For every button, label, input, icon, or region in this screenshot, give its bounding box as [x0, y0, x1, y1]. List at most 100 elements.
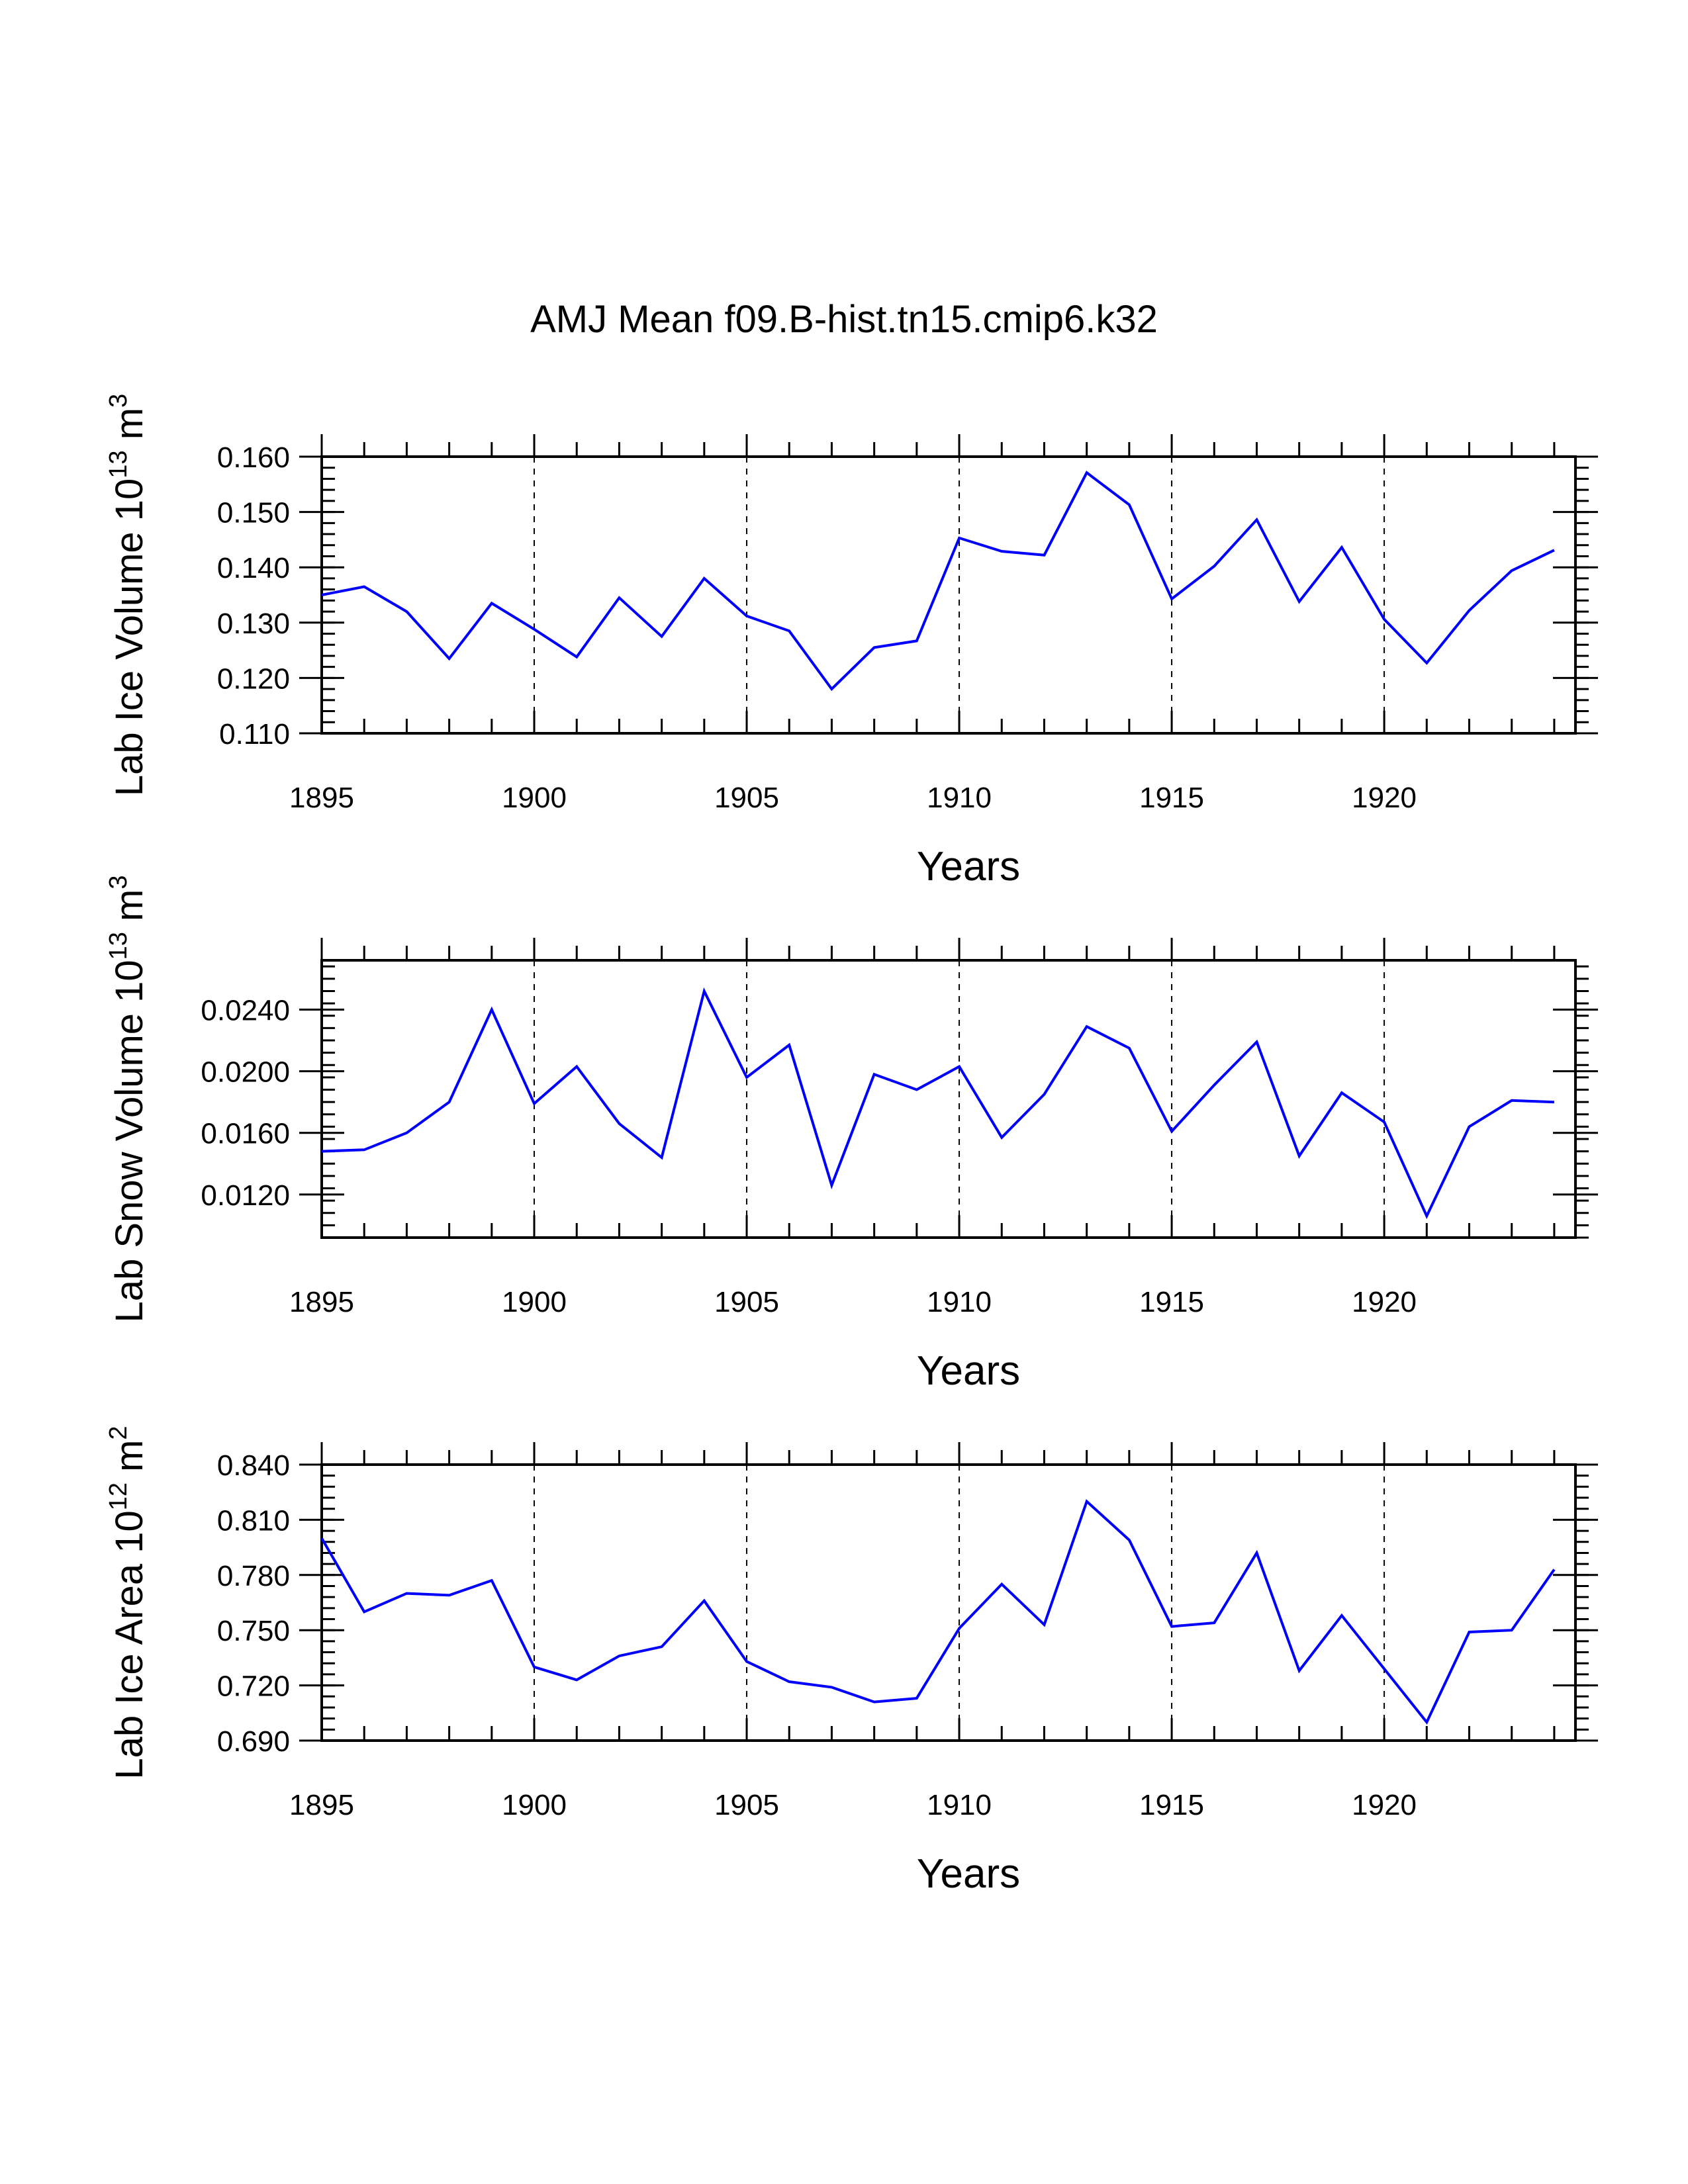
- data-point: [404, 610, 408, 614]
- data-point: [1425, 1720, 1429, 1724]
- y-axis-label: Lab Ice Volume 1013 m3: [105, 394, 151, 796]
- data-point: [320, 1536, 324, 1540]
- data-point: [617, 1122, 621, 1126]
- data-point: [915, 1696, 919, 1700]
- panel-2: 0.0120 0.0160 0.0200 0.0240 1895 1900 1905 1910…: [105, 875, 1598, 1394]
- data-point: [1254, 518, 1258, 522]
- y-tick-label: 0.690: [217, 1725, 290, 1758]
- data-point: [1297, 600, 1301, 604]
- data-point: [404, 1592, 408, 1596]
- data-point: [575, 655, 579, 659]
- y-axis-label-text: Lab Ice Area 10: [108, 1510, 151, 1779]
- x-tick-label: 1910: [927, 1789, 992, 1821]
- x-axis-label: Years: [917, 844, 1020, 889]
- y-axis-label-unit-exponent: 3: [105, 394, 132, 408]
- y-axis-label-text: Lab Ice Volume 10: [108, 478, 151, 796]
- data-point: [1170, 1625, 1174, 1629]
- y-tick-label: 0.110: [219, 718, 290, 751]
- x-tick-label: 1905: [714, 782, 779, 814]
- data-point: [1382, 617, 1386, 621]
- y-tick-label: 0.840: [217, 1449, 290, 1482]
- x-tick-label: 1895: [289, 1789, 354, 1821]
- y-axis-label: Lab Ice Area 1012 m2: [105, 1426, 151, 1779]
- data-point: [575, 1065, 579, 1069]
- data-point: [745, 614, 749, 618]
- data-point: [872, 1072, 876, 1076]
- x-tick-label: 1895: [289, 1286, 354, 1318]
- x-tick-label: 1915: [1139, 782, 1204, 814]
- data-point: [447, 1593, 451, 1597]
- data-point: [1467, 1124, 1471, 1128]
- y-axis-label-unit: m: [108, 1440, 151, 1482]
- data-point: [1042, 553, 1046, 557]
- data-point: [1212, 1083, 1216, 1087]
- data-point: [1127, 1046, 1131, 1050]
- data-point: [362, 1610, 366, 1614]
- data-point: [532, 1665, 536, 1669]
- data-point: [957, 1626, 961, 1630]
- data-point: [702, 989, 706, 993]
- y-axis-label-exponent: 13: [105, 450, 132, 478]
- series-line: [321, 987, 1554, 1220]
- data-point: [447, 657, 451, 660]
- data-point: [787, 629, 791, 633]
- data-point: [1085, 1024, 1089, 1028]
- data-point: [1425, 1214, 1429, 1218]
- y-tick-label: 0.120: [217, 662, 290, 695]
- y-tick-label: 0.810: [217, 1504, 290, 1537]
- y-tick-label: 0.130: [217, 608, 290, 640]
- data-point: [575, 1678, 579, 1682]
- x-axis-label: Years: [917, 1348, 1020, 1394]
- x-tick-label: 1900: [502, 782, 567, 814]
- panel-3: 0.690 0.720 0.750 0.780 0.810 0.840 1895 1900 19…: [105, 1426, 1598, 1897]
- data-point: [490, 1578, 494, 1582]
- data-point: [1297, 1668, 1301, 1672]
- data-point: [787, 1043, 791, 1047]
- data-point: [320, 1150, 324, 1154]
- data-point: [702, 576, 706, 580]
- data-point: [1085, 471, 1089, 475]
- y-axis-label-text: Lab Snow Volume 10: [108, 960, 151, 1322]
- data-point: [872, 1700, 876, 1704]
- data-point: [1552, 1100, 1556, 1104]
- y-tick-label: 0.150: [217, 497, 290, 529]
- data-point: [660, 1156, 664, 1160]
- data-point: [1382, 1120, 1386, 1124]
- data-point: [320, 593, 324, 597]
- data-point: [532, 1101, 536, 1105]
- y-axis-label-exponent: 12: [105, 1482, 132, 1510]
- y-axis-label-exponent: 13: [105, 932, 132, 960]
- data-point: [1212, 1621, 1216, 1625]
- x-tick-label: 1920: [1352, 1789, 1417, 1821]
- y-axis-label-unit-exponent: 2: [105, 1426, 132, 1439]
- y-tick-label: 0.0200: [201, 1056, 290, 1089]
- plot-frame: [320, 1463, 1577, 1742]
- x-tick-label: 1920: [1352, 782, 1417, 814]
- x-tick-label: 1915: [1139, 1286, 1204, 1318]
- data-point: [745, 1659, 749, 1663]
- data-point: [829, 1183, 833, 1187]
- plot-frame: [320, 959, 1577, 1239]
- data-point: [1467, 608, 1471, 612]
- data-point: [1042, 1623, 1046, 1627]
- plot-frame: [320, 455, 1577, 735]
- data-point: [1510, 1628, 1514, 1632]
- data-point: [1467, 1630, 1471, 1634]
- x-tick-label: 1915: [1139, 1789, 1204, 1821]
- data-point: [829, 687, 833, 691]
- data-point: [1170, 1129, 1174, 1133]
- data-point: [1042, 1093, 1046, 1097]
- y-tick-label: 0.0120: [201, 1179, 290, 1212]
- data-point: [915, 1088, 919, 1092]
- data-point: [1552, 548, 1556, 552]
- y-tick-label: 0.0160: [201, 1118, 290, 1150]
- data-point: [617, 1654, 621, 1658]
- data-point: [957, 1065, 961, 1069]
- y-axis-label-unit: m: [108, 408, 151, 450]
- data-point: [490, 602, 494, 606]
- x-tick-label: 1905: [714, 1789, 779, 1821]
- x-tick-label: 1910: [927, 782, 992, 814]
- y-axis-label-unit-exponent: 3: [105, 875, 132, 889]
- data-point: [1127, 1538, 1131, 1542]
